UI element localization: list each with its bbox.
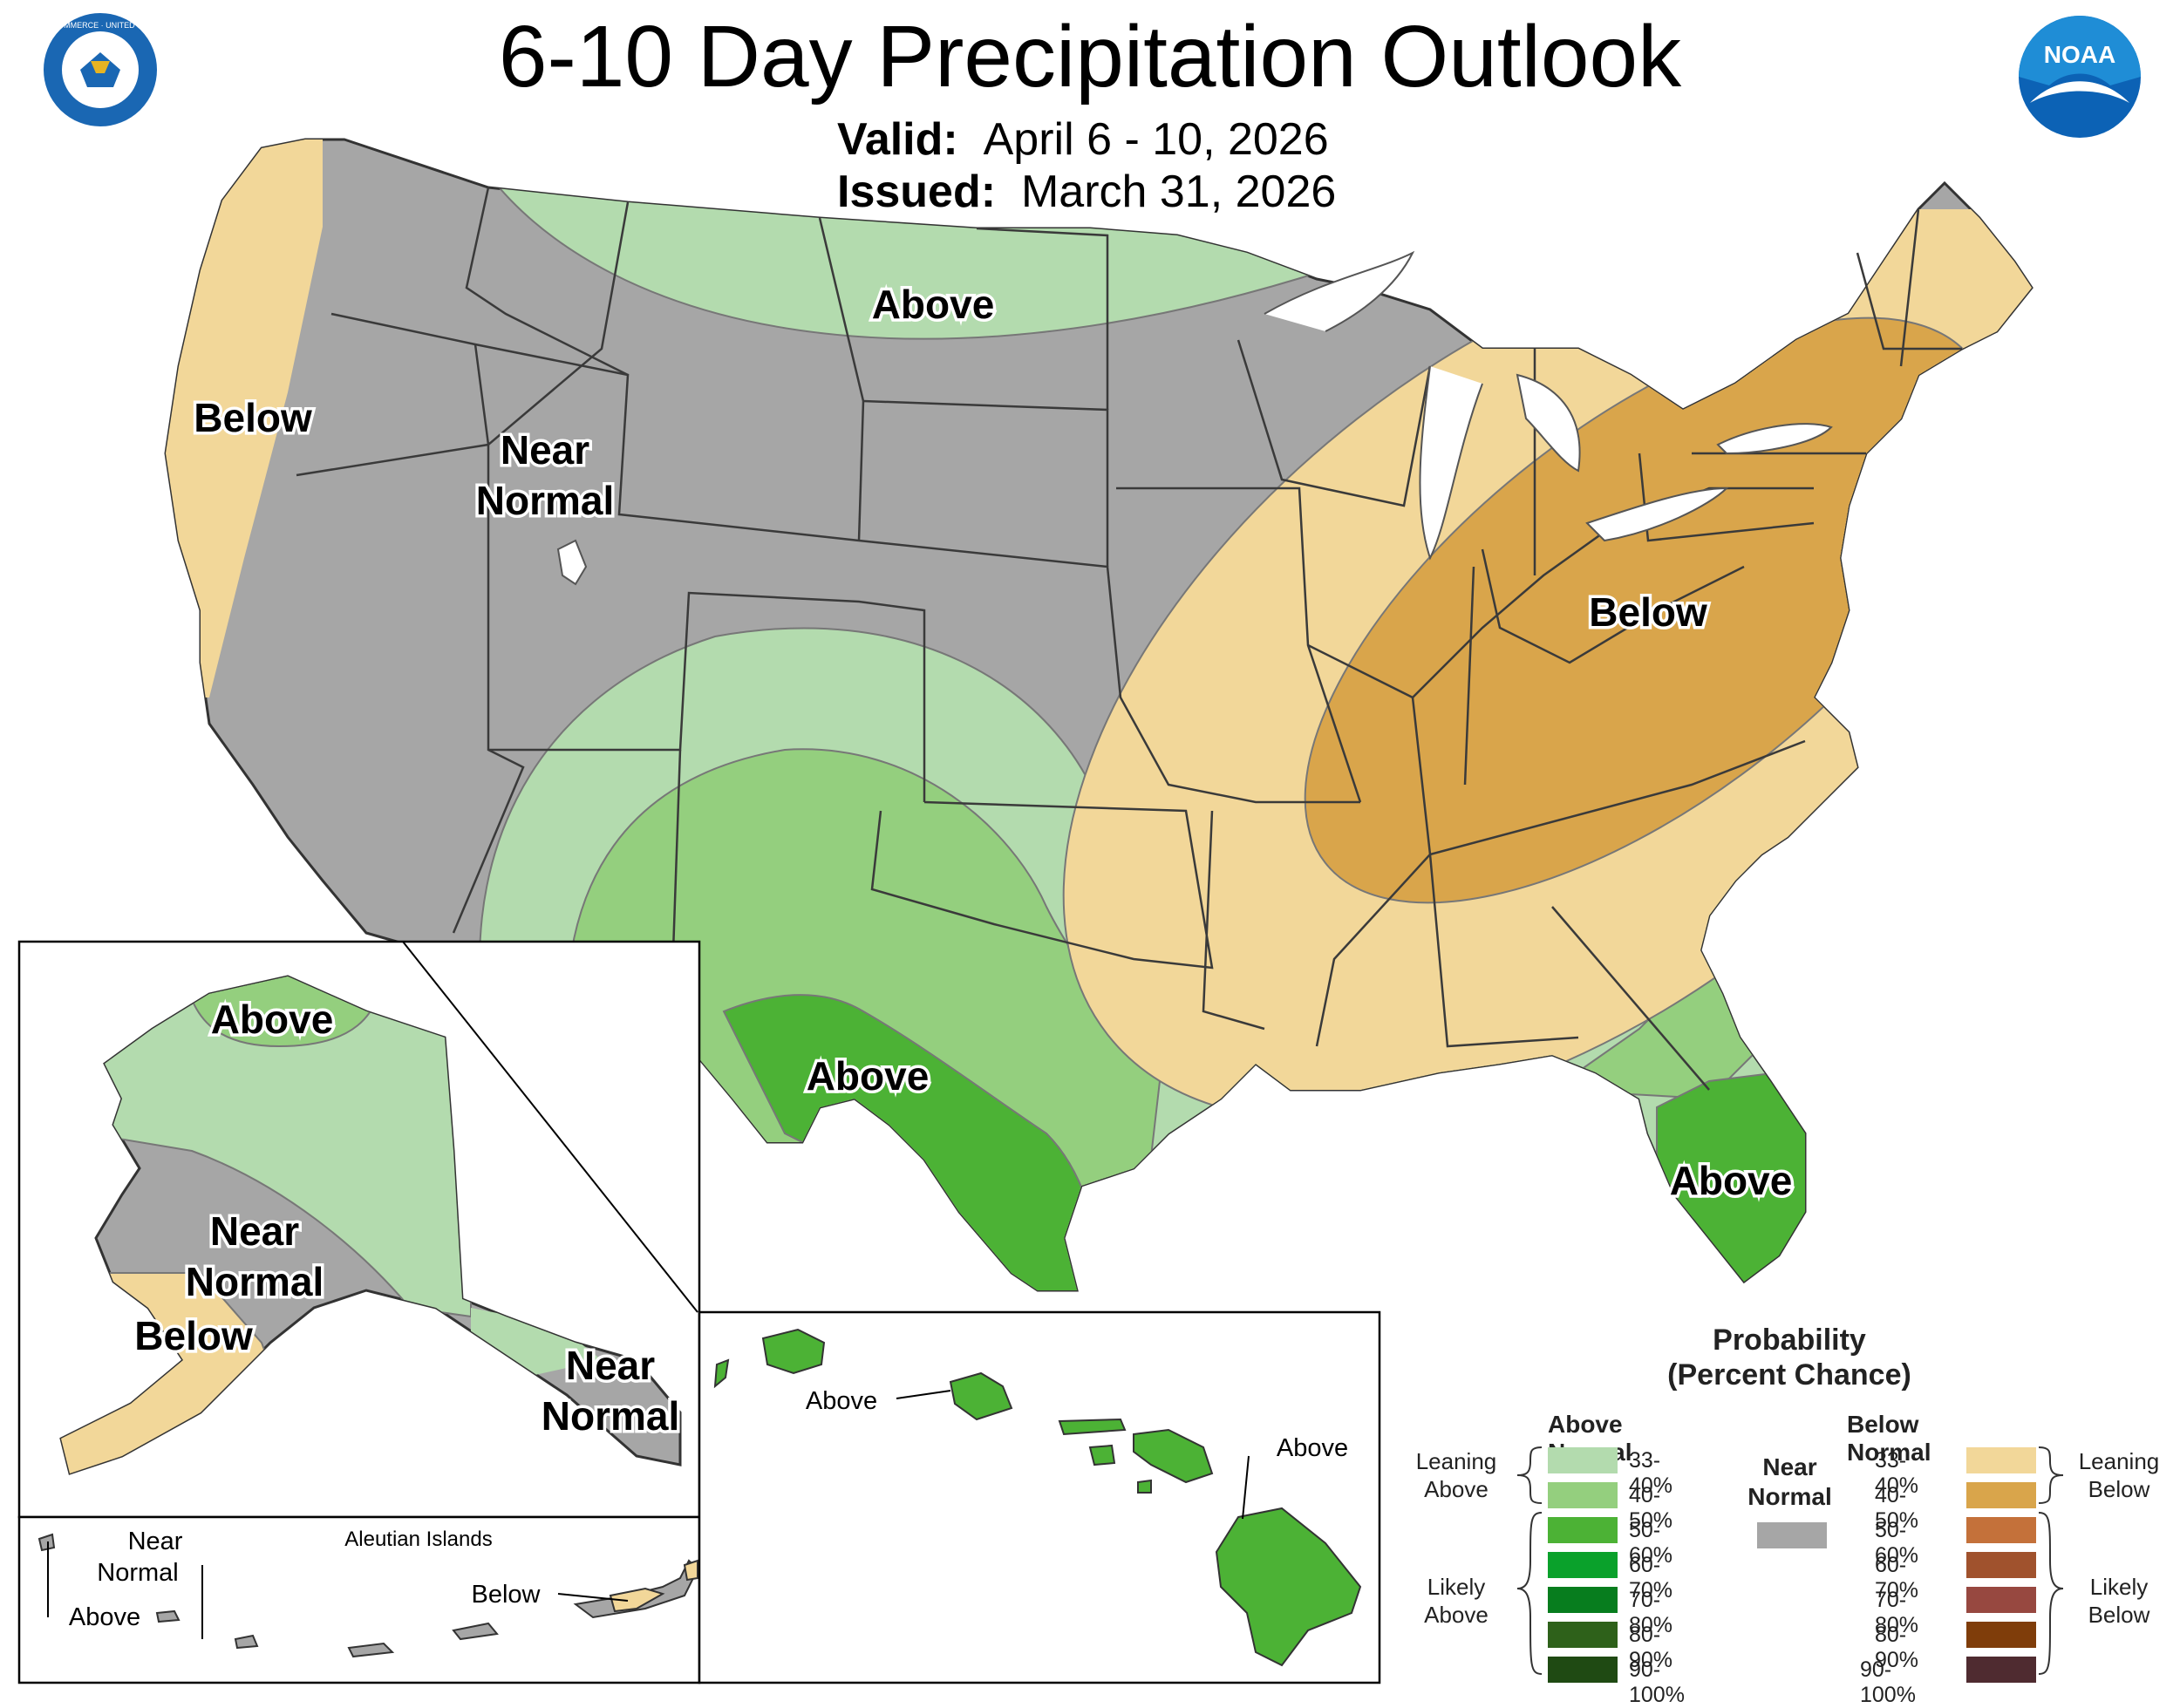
legend-below-bin-2: 40-50%	[1875, 1483, 1919, 1533]
commerce-seal: DEPARTMENT OF COMMERCE · UNITED STATES O…	[0, 10, 217, 130]
label-ohio-valley: Below	[1589, 589, 1707, 635]
legend-above-bin-4: 60-70%	[1629, 1553, 1673, 1603]
aleutian-above: Above	[69, 1603, 140, 1631]
legend-leaning-above: Leaning Above	[1415, 1448, 1497, 1502]
legend-below-title: Below Normal	[1847, 1411, 1931, 1466]
issued-value: March 31, 2026	[1020, 167, 1337, 217]
legend-above-swatch-2	[1548, 1482, 1618, 1508]
label-alaska-center-line1: Near	[210, 1208, 299, 1254]
aleutian-near-line1: Near	[128, 1528, 183, 1555]
legend-below-swatch-4	[1966, 1552, 2036, 1578]
legend-below-bin-5: 70-80%	[1875, 1588, 1919, 1637]
legend-below-swatch-3	[1966, 1517, 2036, 1543]
hawaii-label-west: Above	[806, 1387, 877, 1415]
label-alaska-southwest: Below	[134, 1313, 253, 1358]
label-alaska-center-line2: Normal	[186, 1259, 324, 1304]
aleutian-inset	[17, 1515, 701, 1684]
legend-below-swatch-5	[1966, 1587, 2036, 1613]
hawaii-label-east: Above	[1277, 1434, 1348, 1462]
legend-below-bin-4: 60-70%	[1875, 1553, 1919, 1603]
noaa-logo: NOAA	[2019, 16, 2141, 138]
legend-likely-below: Likely Below	[2088, 1574, 2150, 1628]
alaska-inset	[17, 940, 701, 1684]
label-florida: Above	[1670, 1158, 1793, 1203]
valid-value: April 6 - 10, 2026	[983, 114, 1329, 165]
legend-below-bin-1: 33-40%	[1875, 1448, 1919, 1498]
legend-above-swatch-3	[1548, 1517, 1618, 1543]
legend-below-swatch-2	[1966, 1482, 2036, 1508]
label-intermountain-line2: Normal	[476, 478, 614, 523]
hawaii-kauai	[761, 1328, 826, 1375]
state-borders	[296, 187, 1962, 1091]
legend-near-normal: Near Normal	[1747, 1453, 1832, 1510]
legend-above-swatch-7	[1548, 1657, 1618, 1683]
noaa-logo-text: NOAA	[2044, 41, 2115, 68]
legend-above-bin-2: 40-50%	[1629, 1483, 1673, 1533]
hawaii-oahu	[949, 1371, 1013, 1421]
aleutian-below: Below	[472, 1581, 542, 1609]
hawaii-kahoolawe	[1137, 1479, 1152, 1494]
label-alaska-southeast-line1: Near	[566, 1343, 655, 1388]
legend-above-bin-3: 50-60%	[1629, 1518, 1673, 1568]
label-texas: Above	[807, 1053, 930, 1099]
legend-below-swatch-6	[1966, 1622, 2036, 1648]
label-alaska-north: Above	[211, 997, 334, 1042]
label-west-coast: Below	[194, 395, 312, 440]
hawaii-lanai	[1088, 1444, 1116, 1466]
issued-line: Issued: March 31, 2026	[837, 166, 1336, 218]
legend-title-line2: (Percent Chance)	[1667, 1358, 1911, 1392]
great-salt-lake	[556, 539, 588, 586]
legend-above-swatch-1	[1548, 1447, 1618, 1473]
legend-likely-above: Likely Above	[1424, 1574, 1489, 1628]
legend-above-swatch-4	[1548, 1552, 1618, 1578]
legend-title-line1: Probability	[1713, 1324, 1866, 1357]
legend-braces	[1516, 1446, 2064, 1675]
hawaii-niihau	[713, 1358, 730, 1389]
legend-below-bin-7: 90-100%	[1860, 1657, 1916, 1707]
legend-above-bin-1: 33-40%	[1629, 1448, 1673, 1498]
page-title: 6-10 Day Precipitation Outlook	[498, 8, 1682, 105]
label-north-plains: Above	[872, 282, 995, 327]
aleutian-near-line2: Normal	[97, 1559, 178, 1587]
aleutian-east-leaning-below	[609, 1559, 698, 1613]
hawaii-molokai	[1058, 1418, 1127, 1436]
aleutian-islands-shape	[37, 1533, 699, 1658]
legend-above-bin-5: 70-80%	[1629, 1588, 1673, 1637]
aleutian-title: Aleutian Islands	[344, 1528, 492, 1551]
hawaii-big-island	[1215, 1507, 1362, 1667]
legend-below-bin-3: 50-60%	[1875, 1518, 1919, 1568]
legend-above-swatch-5	[1548, 1587, 1618, 1613]
label-intermountain-line1: Near	[501, 427, 589, 473]
issued-label: Issued:	[837, 167, 997, 217]
legend-below-bin-6: 80-90%	[1875, 1623, 1919, 1672]
legend-above-swatch-6	[1548, 1622, 1618, 1648]
label-alaska-southeast-line2: Normal	[542, 1393, 679, 1439]
valid-label: Valid:	[837, 114, 958, 165]
legend-above-bin-7: 90-100%	[1629, 1657, 1685, 1707]
great-lakes	[1264, 250, 1833, 561]
hawaii-inset	[698, 1310, 1381, 1684]
hawaii-maui	[1133, 1428, 1214, 1484]
legend-below-swatch-1	[1966, 1447, 2036, 1473]
legend-above-bin-6: 80-90%	[1629, 1623, 1673, 1672]
valid-line: Valid: April 6 - 10, 2026	[837, 113, 1329, 166]
legend-leaning-below: Leaning Below	[2078, 1448, 2160, 1502]
commerce-seal-text: DEPARTMENT OF COMMERCE · UNITED STATES O…	[0, 21, 217, 30]
legend-below-swatch-7	[1966, 1657, 2036, 1683]
legend-near-swatch	[1757, 1522, 1827, 1548]
